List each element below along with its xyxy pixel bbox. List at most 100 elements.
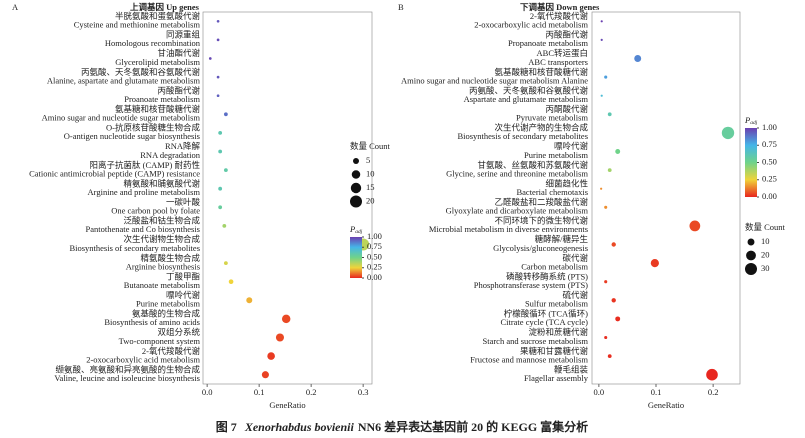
category-label-zh: 一碳叶酸: [166, 197, 201, 207]
color-title-sub: adj: [750, 120, 758, 126]
color-tick-label: 0.25: [367, 262, 382, 272]
size-legend-label: 10: [366, 168, 375, 178]
size-legend-title: 数量 Count: [350, 141, 391, 151]
dot: [218, 149, 223, 154]
dot: [600, 38, 603, 41]
category-label-zh: 次生代谢产物的生物合成: [494, 123, 588, 133]
dot: [607, 354, 612, 358]
category-label: Biosynthesis of secondary metabolites: [457, 131, 588, 141]
category-label: Aspartate and glutamate metabolism: [464, 94, 589, 104]
dot: [222, 224, 227, 228]
color-tick-label: 1.00: [762, 122, 777, 132]
category-label-zh: RNA降解: [165, 141, 200, 151]
category-label-zh: 嘌呤代谢: [554, 141, 589, 151]
category-label: Glyoxylate and dicarboxylate metabolism: [446, 206, 589, 216]
category-label-zh: 甘氨酸、丝氨酸和苏氨酸代谢: [477, 160, 588, 170]
size-legend-dot: [745, 263, 757, 275]
category-label: Amino sugar and nucleotide sugar metabol…: [401, 75, 588, 85]
category-label: 2-oxocarboxylic acid metabolism: [474, 20, 588, 30]
dot: [275, 333, 284, 342]
category-label-zh: 硫代谢: [562, 290, 588, 300]
dot: [604, 205, 608, 209]
category-label: Propanoate metabolism: [508, 38, 588, 48]
category-label: Pyruvate metabolism: [516, 113, 588, 123]
category-label-zh: O-抗原核苷酸糖生物合成: [106, 123, 200, 133]
category-label-zh: 嘌呤代谢: [166, 290, 201, 300]
category-label-zh: 2-氧代羧酸代谢: [142, 346, 201, 356]
caption-rest: NN6 差异表达基因前 20 的 KEGG 富集分析: [358, 419, 588, 434]
category-label-zh: 丙酸酯代谢: [157, 85, 200, 95]
category-label-zh: 丙氨酸、天冬氨酸和谷氨酸代谢: [469, 85, 589, 95]
color-title: P: [349, 224, 355, 234]
category-label-zh: 细菌趋化性: [545, 178, 588, 188]
dot: [216, 38, 220, 42]
dot: [611, 242, 616, 247]
size-legend-dot: [353, 158, 359, 164]
category-label: Biosynthesis of amino acids: [104, 317, 200, 327]
x-tick-label: 0.0: [202, 387, 213, 397]
plot-frame: [202, 11, 373, 385]
category-label: Alanine, aspartate and glutamate metabol…: [47, 75, 201, 85]
color-tick-label: 0.00: [367, 272, 382, 282]
x-tick-label: 0.2: [306, 387, 317, 397]
category-label: Microbial metabolism in diverse environm…: [429, 224, 588, 234]
category-label: Pantothenate and Co biosynthesis: [85, 224, 200, 234]
dot: [600, 187, 603, 190]
category-label-zh: 磷酸转移酶系统 (PTS): [506, 271, 588, 281]
category-label-zh: 柠檬酸循环 (TCA循环): [504, 309, 588, 319]
dot: [218, 186, 223, 191]
size-legend-dot: [747, 238, 755, 246]
category-label: 2-oxocarboxylic acid metabolism: [86, 354, 200, 364]
category-label: Purine metabolism: [136, 299, 200, 309]
dot: [218, 205, 223, 210]
category-label-zh: 精氨酸生物合成: [140, 253, 200, 263]
category-label-zh: 次生代谢物生物合成: [123, 234, 200, 244]
x-tick-label: 0.1: [254, 387, 265, 397]
size-legend-dot: [350, 195, 362, 208]
color-title: P: [744, 115, 750, 125]
color-bar: [350, 237, 362, 278]
category-label: Butanoate metabolism: [124, 280, 201, 290]
category-label: Phosphotransferase system (PTS): [474, 280, 588, 290]
panel-subtitle: 上调基因 Up genes: [130, 2, 200, 12]
color-tick-label: 0.50: [762, 156, 777, 166]
color-bar: [745, 128, 757, 197]
category-label-zh: 氨基酸糖和核苷酸糖代谢: [494, 67, 588, 77]
category-label: Valine, leucine and isoleucine biosynthe…: [54, 373, 200, 383]
category-label-zh: 甘油酯代谢: [157, 48, 200, 58]
category-label-zh: 缬氨酸、亮氨酸和异亮氨酸的生物合成: [55, 364, 200, 374]
size-legend-label: 30: [761, 263, 770, 273]
color-legend-title: Padj: [744, 115, 758, 126]
dot: [604, 75, 608, 79]
size-legend-dot: [350, 182, 362, 194]
category-label: Fructose and mannose metabolism: [470, 354, 588, 364]
category-label: Arginine and proline metabolism: [88, 187, 201, 197]
category-label-zh: 不同环境下的微生物代谢: [494, 216, 588, 226]
color-tick-label: 0.75: [367, 241, 382, 251]
color-tick-label: 0.75: [762, 139, 777, 149]
size-legend-label: 5: [366, 155, 370, 165]
category-label: One carbon pool by folate: [111, 206, 200, 216]
dot: [228, 279, 234, 285]
category-label: RNA degradation: [140, 150, 200, 160]
category-label-zh: 果糖和甘露糖代谢: [520, 346, 589, 356]
color-title-sub: adj: [355, 229, 363, 235]
dot: [615, 149, 621, 154]
category-label: ABC transporters: [528, 57, 588, 67]
dot: [223, 261, 228, 265]
category-label: Two-component system: [119, 336, 201, 346]
category-label-zh: 半胱氨酸和蛋氨酸代谢: [115, 11, 201, 21]
x-tick-label: 0.2: [708, 387, 719, 397]
category-label: Cysteine and methionine metabolism: [74, 20, 201, 30]
category-label: O-antigen nucleotide sugar biosynthesis: [64, 131, 200, 141]
category-label-zh: 糖酵解/糖异生: [535, 234, 589, 244]
dot: [721, 126, 735, 140]
x-axis-label: GeneRatio: [648, 400, 684, 410]
dot: [216, 75, 220, 79]
category-label-zh: 氨基酸的生物合成: [132, 309, 201, 319]
color-tick-label: 0.00: [762, 191, 777, 201]
category-label: Bacterial chemotaxis: [516, 187, 588, 197]
dot: [706, 368, 718, 381]
dot: [607, 168, 612, 172]
category-label-zh: 阳离子抗菌肽 (CAMP) 耐药性: [89, 160, 200, 170]
